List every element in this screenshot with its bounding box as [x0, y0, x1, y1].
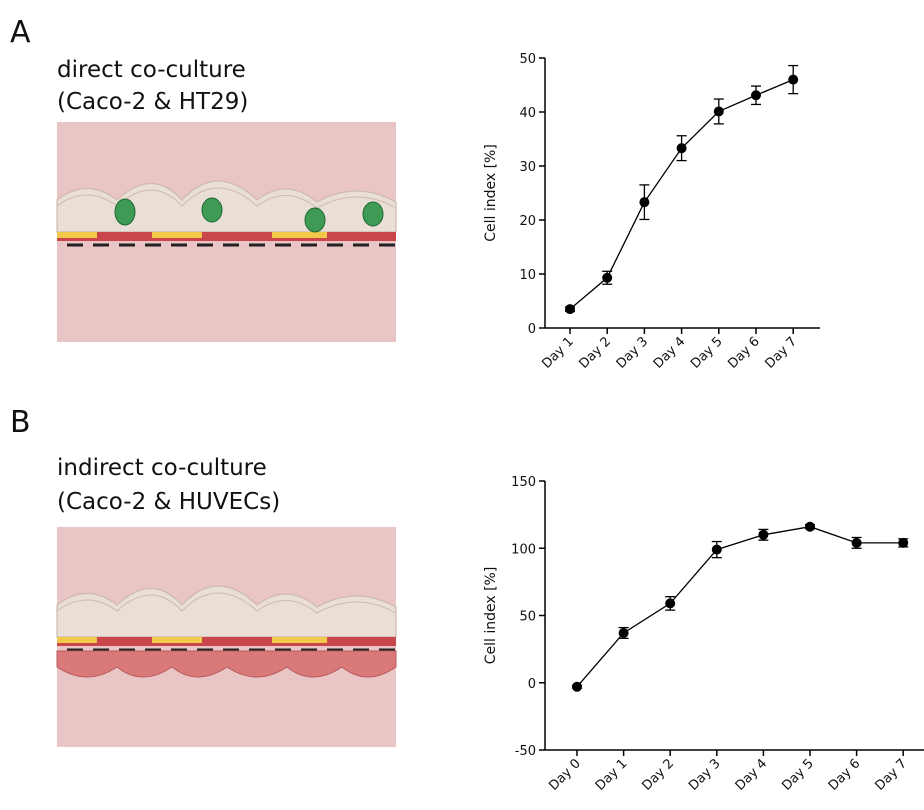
- data-point: [898, 537, 909, 548]
- y-tick-label: 100: [511, 542, 536, 557]
- panel-label: B: [10, 405, 31, 440]
- y-axis-label: Cell index [%]: [483, 144, 499, 242]
- illustration: [55, 179, 398, 247]
- x-tick-label: Day 6: [725, 334, 763, 372]
- y-tick-label: 50: [519, 52, 536, 67]
- data-point: [711, 544, 722, 555]
- x-tick-label: Day 0: [546, 756, 584, 794]
- y-tick-label: 50: [519, 610, 536, 625]
- x-tick-label: Day 2: [639, 756, 677, 794]
- x-tick-label: Day 5: [688, 334, 726, 372]
- panel-label: A: [10, 15, 31, 50]
- data-point: [758, 529, 769, 540]
- x-tick-label: Day 7: [762, 334, 800, 372]
- x-tick-label: Day 5: [779, 756, 817, 794]
- data-point: [713, 106, 724, 117]
- x-tick-label: Day 7: [872, 756, 910, 794]
- y-tick-label: 0: [528, 322, 536, 337]
- x-tick-label: Day 6: [826, 756, 864, 794]
- y-tick-label: 40: [519, 106, 536, 121]
- data-line: [576, 526, 904, 688]
- y-tick-label: 20: [519, 214, 536, 229]
- panel-a: A direct co-culture (Caco-2 & HT29): [10, 15, 398, 342]
- x-tick-label: Day 3: [686, 756, 724, 794]
- x-tick-label: Day 3: [614, 334, 652, 372]
- panel-subtitle: (Caco-2 & HT29): [57, 89, 248, 115]
- data-point: [565, 304, 575, 315]
- x-tick-label: Day 2: [576, 334, 614, 372]
- y-tick-label: -50: [515, 744, 536, 759]
- y-axis-label: Cell index [%]: [483, 567, 499, 665]
- panel-title: direct co-culture: [57, 57, 246, 83]
- y-tick-label: 10: [519, 268, 536, 283]
- x-tick-label: Day 1: [539, 334, 577, 372]
- data-point: [788, 74, 799, 85]
- y-tick-label: 0: [528, 677, 536, 692]
- data-point: [805, 521, 815, 532]
- x-tick-label: Day 4: [733, 756, 771, 794]
- x-tick-label: Day 1: [593, 756, 631, 794]
- data-point: [639, 197, 650, 208]
- data-point: [602, 272, 613, 283]
- data-point: [572, 681, 582, 692]
- y-tick-label: 30: [519, 160, 536, 175]
- panel-title: indirect co-culture: [57, 455, 267, 481]
- panel-b: B indirect co-culture (Caco-2 & HUVECs): [10, 405, 398, 747]
- x-tick-label: Day 4: [651, 334, 689, 372]
- panel-subtitle: (Caco-2 & HUVECs): [57, 489, 280, 515]
- data-point: [665, 598, 676, 609]
- data-point: [676, 143, 687, 154]
- y-tick-label: 150: [511, 475, 536, 490]
- data-point: [751, 90, 761, 101]
- data-point: [618, 627, 629, 638]
- illustration: [55, 584, 398, 678]
- data-point: [851, 537, 862, 548]
